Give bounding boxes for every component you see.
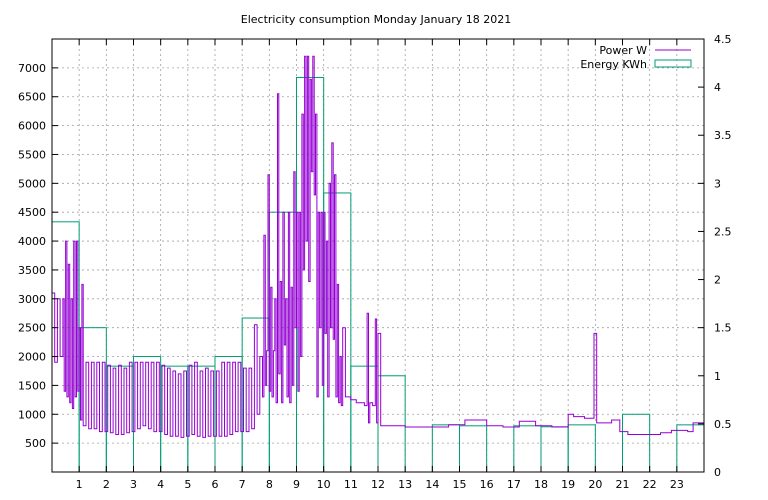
legend-swatch-energy: [654, 59, 692, 68]
energy-bar: [540, 426, 569, 473]
x-tick-label: 18: [534, 478, 548, 491]
y-left-tick-label: 4500: [18, 206, 46, 219]
y-right-tick-label: 0.5: [714, 418, 732, 431]
x-tick-label: 11: [344, 478, 358, 491]
x-tick-label: 7: [239, 478, 246, 491]
power-series: [52, 55, 705, 438]
legend-label-power: Power W: [599, 44, 647, 57]
y-left-tick-label: 2000: [18, 351, 46, 364]
x-tick-label: 19: [561, 478, 575, 491]
y-right-tick-label: 2: [714, 274, 721, 287]
x-tick-label: 14: [425, 478, 439, 491]
axis-ticks: 1 2 3 4 5 6 7 8 9 10 11 12 13 14 15 16 17 18 19 20 21 22 23500…: [18, 33, 732, 491]
x-tick-label: 1: [76, 478, 83, 491]
power-line: [52, 55, 705, 438]
energy-bar: [513, 425, 542, 473]
x-tick-label: 3: [130, 478, 137, 491]
x-tick-label: 16: [480, 478, 494, 491]
y-right-tick-label: 3.5: [714, 129, 732, 142]
y-right-tick-label: 1.5: [714, 322, 732, 335]
y-right-tick-label: 1: [714, 370, 721, 383]
y-right-tick-label: 3: [714, 177, 721, 190]
y-left-tick-label: 500: [25, 437, 46, 450]
energy-bar: [377, 375, 406, 473]
y-left-tick-label: 2500: [18, 322, 46, 335]
x-tick-label: 9: [293, 478, 300, 491]
y-right-tick-label: 4.5: [714, 33, 732, 46]
y-left-tick-label: 4000: [18, 235, 46, 248]
x-tick-label: 13: [398, 478, 412, 491]
energy-bar: [622, 413, 651, 473]
x-tick-label: 12: [371, 478, 385, 491]
x-tick-label: 15: [453, 478, 467, 491]
y-left-tick-label: 1500: [18, 379, 46, 392]
y-left-tick-label: 6500: [18, 91, 46, 104]
energy-bar: [431, 424, 461, 473]
y-left-tick-label: 3500: [18, 264, 46, 277]
y-right-tick-label: 2.5: [714, 225, 732, 238]
x-tick-label: 17: [507, 478, 521, 491]
energy-bar: [567, 424, 596, 473]
x-tick-label: 2: [103, 478, 110, 491]
x-tick-label: 10: [317, 478, 331, 491]
y-left-tick-label: 7000: [18, 62, 46, 75]
y-left-tick-label: 5500: [18, 148, 46, 161]
x-tick-label: 6: [212, 478, 219, 491]
y-right-tick-label: 0: [714, 466, 721, 479]
x-tick-label: 20: [588, 478, 602, 491]
y-left-tick-label: 1000: [18, 408, 46, 421]
legend-label-energy: Energy KWh: [580, 58, 647, 71]
chart-title: Electricity consumption Monday January 1…: [241, 13, 511, 26]
x-tick-label: 21: [616, 478, 630, 491]
x-tick-label: 23: [670, 478, 684, 491]
energy-bar: [350, 365, 379, 473]
y-left-tick-label: 6000: [18, 120, 46, 133]
y-left-tick-label: 5000: [18, 177, 46, 190]
x-tick-label: 4: [157, 478, 164, 491]
energy-bar: [459, 425, 488, 473]
y-left-tick-label: 3000: [18, 293, 46, 306]
x-tick-label: 5: [184, 478, 191, 491]
y-right-tick-label: 4: [714, 81, 721, 94]
x-tick-label: 22: [643, 478, 657, 491]
x-tick-label: 8: [266, 478, 273, 491]
